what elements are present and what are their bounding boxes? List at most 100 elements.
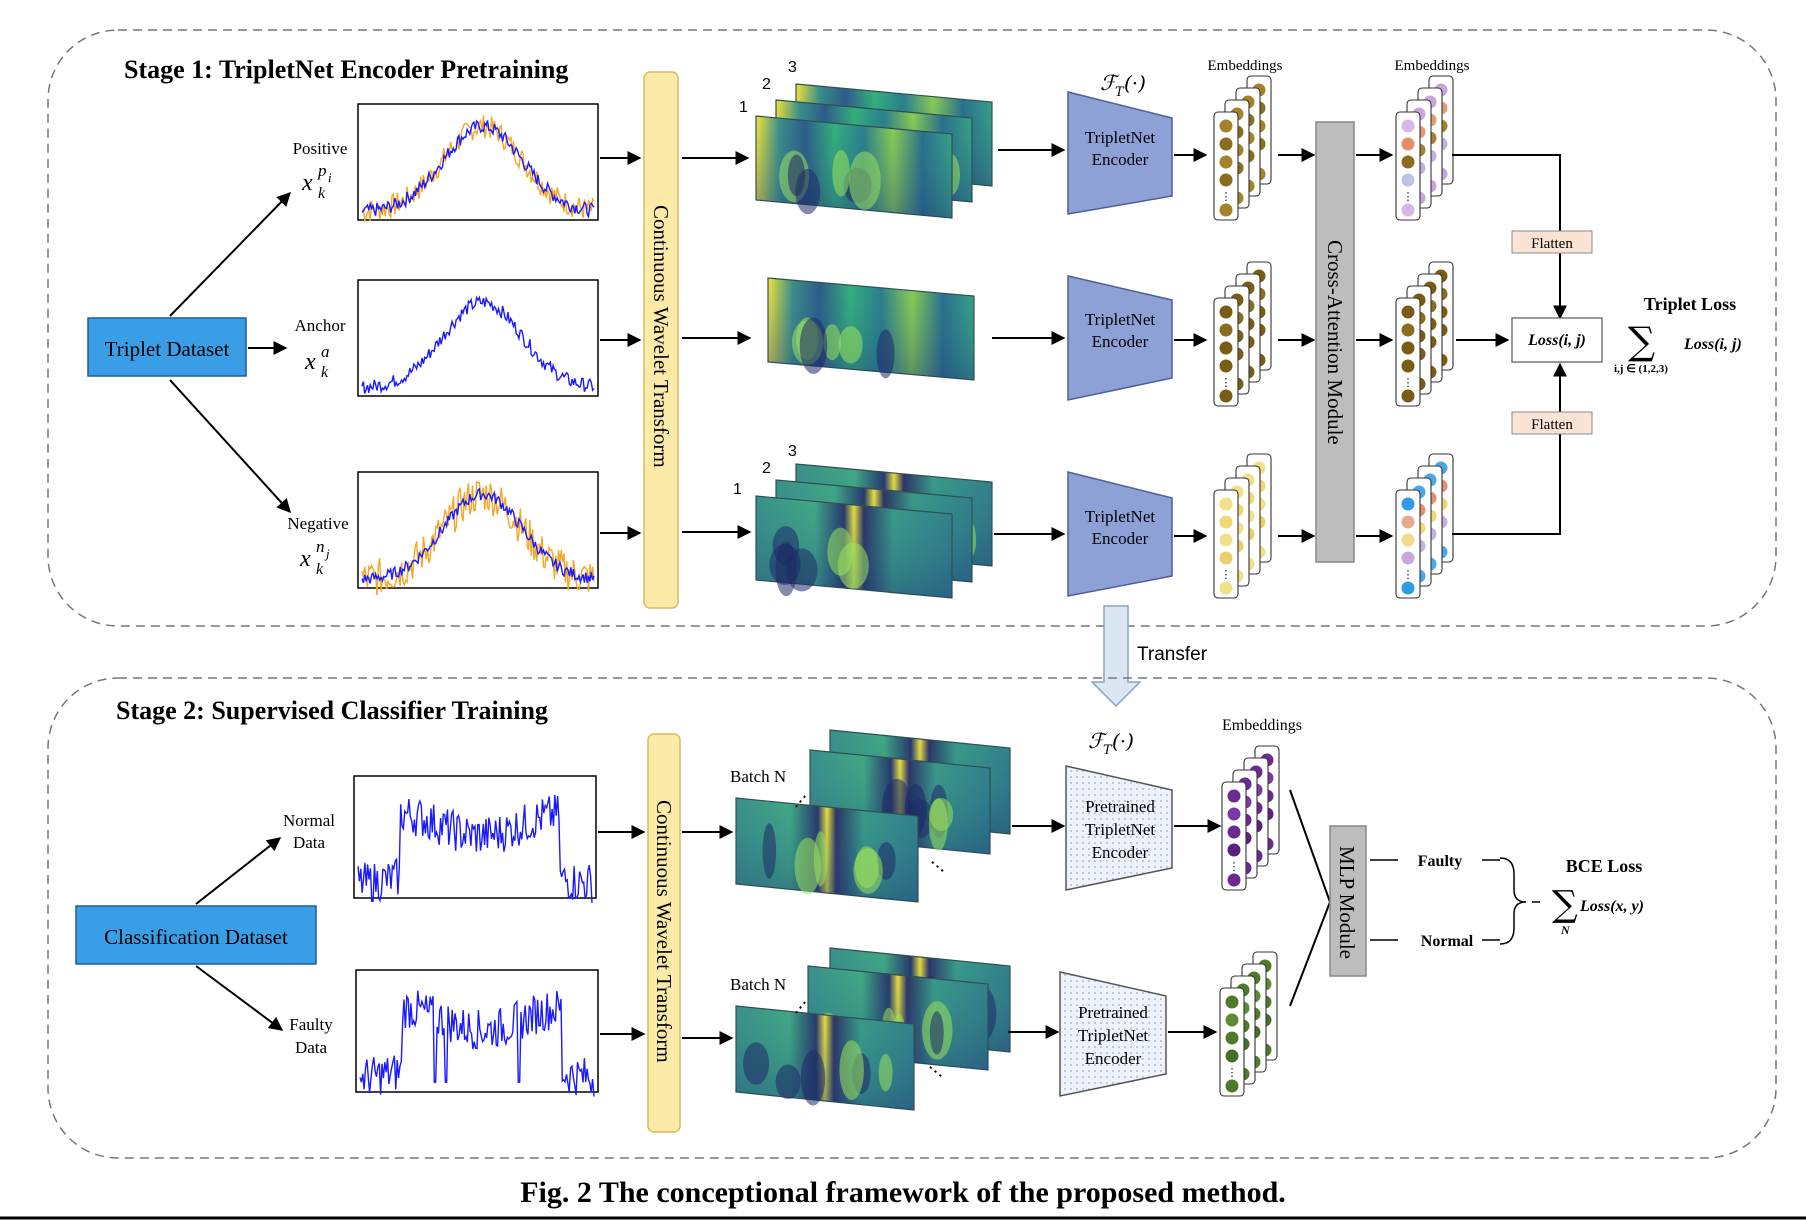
svg-text:ℱ: ℱ — [1100, 71, 1120, 95]
pretrained-encoder-label-bottom-1: TripletNet — [1078, 1026, 1148, 1045]
svg-text:ℱ: ℱ — [1088, 729, 1108, 753]
cwt-bar-stage1 — [643, 71, 679, 609]
positive-signal-plot — [357, 103, 599, 223]
stack-number-1-bottom: 1 — [733, 481, 742, 498]
stage1-frame — [47, 29, 1777, 627]
pretrained-encoder-label-bottom-2: Encoder — [1085, 1049, 1142, 1068]
cwt-label-stage1: Continuous Wavelet Transform — [649, 205, 673, 468]
triplet-loss-title: Triplet Loss — [1644, 294, 1736, 314]
scalogram-faulty-front — [735, 1005, 915, 1111]
svg-text:⋮: ⋮ — [1221, 376, 1232, 389]
embeddings-stage1-positive: ⋮⋮⋮⋮ — [1213, 75, 1272, 221]
scalogram-anchor — [767, 277, 975, 381]
triplet-dataset-label: Triplet Dataset — [105, 337, 230, 361]
ft-label-stage1: ℱ T (·) — [1100, 71, 1146, 100]
pretrained-encoder-top — [1065, 765, 1173, 891]
triplet-loss-index: i,j ∈ (1,2,3) — [1614, 363, 1668, 375]
normal-data-label-2: Data — [293, 833, 326, 852]
stage2-title: Stage 2: Supervised Classifier Training — [116, 696, 548, 725]
svg-text:k: k — [316, 561, 324, 578]
svg-text:p: p — [317, 161, 327, 180]
transfer-arrow — [1090, 605, 1142, 708]
stack-number-1-top: 1 — [739, 99, 748, 116]
svg-text:⋮: ⋮ — [1221, 568, 1232, 581]
batch-label-top: Batch N — [730, 767, 786, 786]
classification-dataset-label: Classification Dataset — [104, 925, 288, 949]
triplet-dataset-box — [87, 317, 247, 377]
svg-text:(·): (·) — [1124, 71, 1146, 95]
embeddings-stage1-anchor-attended: ⋮⋮⋮⋮ — [1395, 261, 1454, 407]
faulty-data-label-1: Faulty — [289, 1015, 333, 1034]
ft-label-stage2: ℱ T (·) — [1088, 729, 1134, 758]
svg-text:a: a — [321, 342, 330, 361]
mlp-label: MLP Module — [1335, 846, 1359, 959]
pretrained-encoder-bottom — [1059, 971, 1167, 1097]
output-brace — [1499, 857, 1527, 945]
encoder-stage1-middle: TripletNet Encoder — [1067, 275, 1173, 401]
scalogram-negative-1 — [755, 495, 953, 599]
batch-ellipsis-top-right: ⋮ — [924, 853, 952, 880]
cwt-bar-stage2 — [647, 733, 681, 1133]
triplet-loss-sum-symbol: ∑ — [1628, 319, 1655, 363]
embeddings-stage2-faulty: ⋮⋮⋮⋮ — [1219, 951, 1278, 1097]
svg-text:x: x — [301, 170, 313, 196]
embeddings-label-stage1-right: Embeddings — [1395, 58, 1470, 74]
embeddings-stage1-negative: ⋮⋮⋮⋮ — [1213, 453, 1272, 599]
normal-signal-plot — [353, 775, 597, 904]
stage1-title: Stage 1: TripletNet Encoder Pretraining — [124, 55, 568, 84]
svg-text:Flatten: Flatten — [1531, 236, 1573, 252]
mlp-module — [1329, 825, 1367, 977]
anchor-signal-plot — [357, 279, 599, 397]
batch-label-bottom: Batch N — [730, 975, 786, 994]
svg-text:x: x — [304, 349, 316, 375]
bce-loss-index: N — [1560, 923, 1571, 937]
svg-text:k: k — [321, 364, 329, 381]
embeddings-stage2-normal: ⋮⋮⋮⋮ — [1221, 745, 1280, 891]
svg-text:k: k — [318, 185, 326, 202]
svg-text:⋮: ⋮ — [1403, 568, 1414, 581]
svg-text:⋮: ⋮ — [1403, 190, 1414, 203]
triplet-loss-formula: Loss(i, j) — [1683, 336, 1742, 353]
negative-label: Negative — [287, 514, 348, 533]
encoder-stage1-top: TripletNet Encoder — [1067, 91, 1173, 215]
normal-data-label-1: Normal — [283, 811, 335, 830]
encoder-stage1-bottom: TripletNet Encoder — [1067, 471, 1173, 597]
embeddings-stage1-negative-attended: ⋮⋮⋮⋮ — [1395, 453, 1454, 599]
svg-text:j: j — [324, 546, 330, 561]
positive-label: Positive — [293, 139, 348, 158]
svg-text:T: T — [1115, 85, 1125, 100]
scalogram-normal-front — [735, 797, 919, 903]
svg-text:x: x — [299, 546, 311, 572]
svg-text:⋮: ⋮ — [1227, 1066, 1238, 1079]
stack-number-2-top: 2 — [762, 76, 771, 93]
flatten-box-bottom: Flatten — [1511, 411, 1593, 435]
flatten-box-top: Flatten — [1511, 230, 1593, 254]
pretrained-encoder-label-top-2: Encoder — [1092, 843, 1149, 862]
output-faulty: Faulty — [1418, 853, 1462, 870]
svg-text:T: T — [1103, 743, 1113, 758]
svg-text:Flatten: Flatten — [1531, 417, 1573, 433]
anchor-symbol: x k a — [304, 342, 330, 381]
svg-text:⋮: ⋮ — [1403, 376, 1414, 389]
transfer-label: Transfer — [1137, 644, 1208, 665]
embeddings-label-stage2: Embeddings — [1222, 717, 1302, 734]
bce-loss-title: BCE Loss — [1566, 856, 1643, 876]
positive-symbol: x k p i — [301, 161, 332, 202]
anchor-label: Anchor — [295, 316, 346, 335]
cross-attention-label: Cross-Attention Module — [1323, 240, 1347, 445]
cwt-label-stage2: Continuous Wavelet Transform — [652, 800, 676, 1063]
svg-text:Loss(i, j): Loss(i, j) — [1527, 332, 1586, 349]
loss-box: Loss(i, j) — [1511, 317, 1603, 363]
svg-text:i: i — [328, 170, 332, 185]
embeddings-stage1-anchor: ⋮⋮⋮⋮ — [1213, 261, 1272, 407]
pretrained-encoder-label-top-0: Pretrained — [1085, 797, 1155, 816]
stack-number-3-top: 3 — [788, 59, 797, 76]
cross-attention-module — [1315, 121, 1355, 563]
faulty-data-label-2: Data — [295, 1038, 328, 1057]
svg-text:n: n — [316, 537, 325, 556]
negative-signal-plot — [357, 471, 599, 596]
